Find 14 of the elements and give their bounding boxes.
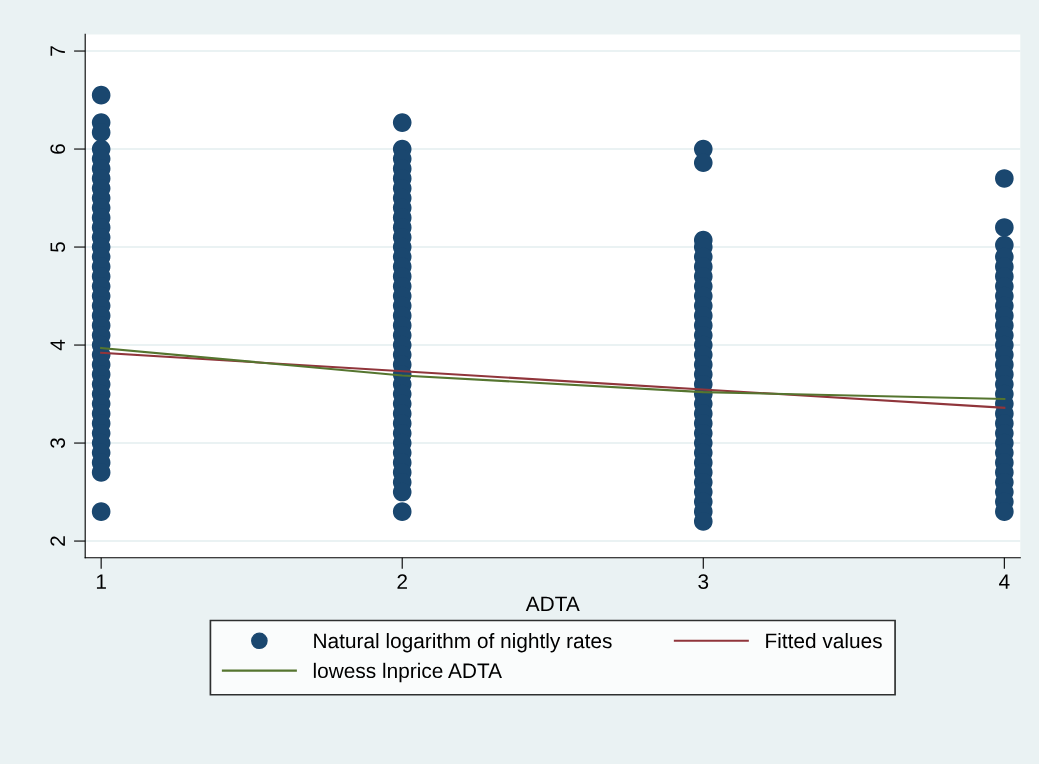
y-tick-label: 7 [50, 46, 65, 56]
y-tick-label: 3 [50, 438, 66, 449]
y-tick-label: 2 [50, 536, 65, 546]
x-tick-label: 2 [397, 574, 407, 589]
y-tick-label: 5 [50, 242, 66, 253]
x-tick-label: 3 [698, 574, 709, 589]
y-tick-label: 6 [50, 144, 66, 154]
legend-label: lowess lnprice ADTA [313, 662, 502, 683]
x-tick-label: 1 [96, 574, 106, 589]
legend-label: Natural logarithm of nightly rates [314, 632, 612, 653]
x-axis-title: ADTA [525, 596, 580, 611]
y-tick-label: 4 [50, 339, 65, 351]
x-tick-label: 4 [999, 574, 1010, 589]
legend-label: Fitted values [766, 632, 882, 649]
